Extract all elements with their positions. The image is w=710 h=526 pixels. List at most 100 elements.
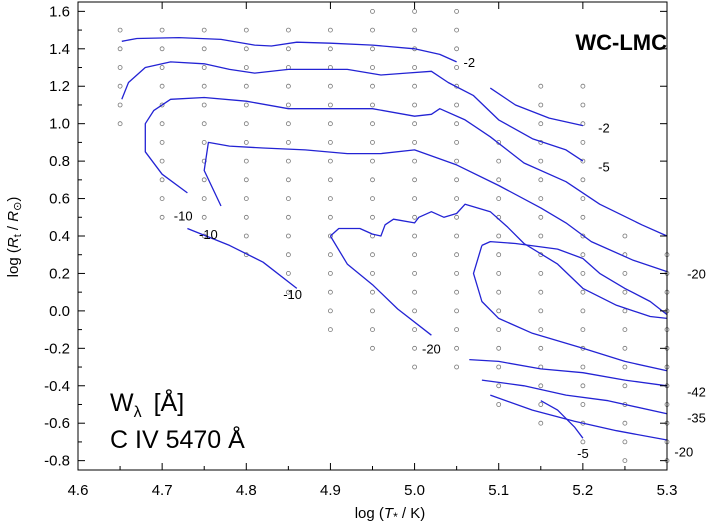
y-tick-label: 0.4 xyxy=(49,228,70,245)
grid-point xyxy=(243,65,249,70)
grid-point xyxy=(412,65,418,70)
grid-point xyxy=(201,214,207,220)
y-tick-label: 1.2 xyxy=(49,78,70,95)
grid-point xyxy=(201,27,207,33)
grid-point xyxy=(622,308,628,314)
grid-point xyxy=(285,102,291,108)
grid-point xyxy=(285,252,291,258)
grid-point xyxy=(412,8,418,14)
grid-point xyxy=(622,233,628,239)
grid-point xyxy=(370,345,375,351)
grid-point xyxy=(496,364,502,370)
contour-line xyxy=(121,36,457,63)
grid-point xyxy=(327,196,333,202)
grid-point xyxy=(538,345,544,351)
grid-point xyxy=(412,233,418,239)
grid-point xyxy=(622,270,628,276)
grid-point xyxy=(201,65,207,70)
grid-point xyxy=(454,177,460,183)
grid-point xyxy=(412,158,418,164)
grid-point xyxy=(412,270,418,276)
axis-ticks: 4.6 4.7 4.8 4.9 5.0 5.1 5.2 5.3 1.6 1.4 1.2 1.0 0.8 0… xyxy=(44,2,677,499)
grid-point xyxy=(285,121,291,127)
grid-point xyxy=(370,158,375,164)
grid-point xyxy=(454,364,460,370)
grid-point xyxy=(412,196,418,202)
grid-point xyxy=(622,364,628,370)
grid-point xyxy=(454,46,460,52)
grid-point xyxy=(580,158,586,164)
grid-point xyxy=(159,46,165,52)
grid-point xyxy=(580,402,586,407)
grid-point xyxy=(327,46,333,52)
grid-point xyxy=(327,139,333,145)
grid-point xyxy=(327,308,333,314)
grid-point xyxy=(285,289,291,295)
y-tick-label: 0.8 xyxy=(49,153,70,170)
grid-point xyxy=(327,252,333,258)
contour-lines xyxy=(121,36,668,441)
grid-point xyxy=(454,270,460,276)
grid-point xyxy=(454,289,460,295)
grid-point xyxy=(622,327,628,333)
grid-point xyxy=(538,383,544,389)
grid-point xyxy=(285,177,291,183)
grid-point xyxy=(496,402,502,407)
grid-point xyxy=(454,8,460,14)
grid-point xyxy=(580,383,586,389)
grid-point xyxy=(580,439,586,445)
grid-point xyxy=(285,46,291,52)
grid-point xyxy=(327,177,333,183)
grid-point xyxy=(201,177,207,183)
grid-point xyxy=(370,27,375,33)
legend-line: C IV 5470 Å xyxy=(110,424,245,454)
contour-line xyxy=(469,358,668,387)
grid-point xyxy=(496,327,502,333)
grid-point xyxy=(538,83,544,89)
grid-point xyxy=(580,121,586,127)
grid-point xyxy=(285,27,291,33)
grid-point xyxy=(117,102,123,108)
contour-label: -5 xyxy=(577,446,589,461)
grid-point xyxy=(496,196,502,202)
grid-point xyxy=(454,65,460,70)
grid-point xyxy=(496,289,502,295)
grid-point xyxy=(454,102,460,108)
grid-point xyxy=(370,327,375,333)
grid-point xyxy=(454,158,460,164)
grid-point xyxy=(538,420,544,426)
grid-point xyxy=(285,233,291,239)
grid-point xyxy=(412,345,418,351)
grid-point xyxy=(327,270,333,276)
grid-point xyxy=(327,121,333,127)
grid-point xyxy=(370,139,375,145)
grid-point xyxy=(243,158,249,164)
grid-point xyxy=(327,27,333,33)
y-tick-label: 0.6 xyxy=(49,191,70,208)
grid-point xyxy=(201,121,207,127)
grid-point xyxy=(243,196,249,202)
grid-point xyxy=(370,289,375,295)
y-tick-label: 0.0 xyxy=(49,303,70,320)
grid-point xyxy=(538,214,544,220)
x-tick-label: 5.0 xyxy=(404,482,425,499)
grid-point xyxy=(580,233,586,239)
grid-point xyxy=(243,177,249,183)
grid-point xyxy=(580,270,586,276)
contour-line xyxy=(121,61,584,162)
grid-point xyxy=(327,102,333,108)
contour-line xyxy=(187,227,298,289)
grid-point xyxy=(285,139,291,145)
contour-line xyxy=(481,379,668,415)
grid-point xyxy=(412,214,418,220)
contour-line xyxy=(329,203,668,320)
grid-point xyxy=(243,214,249,220)
x-tick-label: 4.7 xyxy=(152,482,173,499)
grid-point xyxy=(243,83,249,89)
contour-label: -10 xyxy=(174,208,193,223)
contour-label: -20 xyxy=(674,444,693,459)
grid-point xyxy=(580,102,586,108)
contour-label: -35 xyxy=(687,411,706,426)
contour-label: -20 xyxy=(422,341,441,356)
